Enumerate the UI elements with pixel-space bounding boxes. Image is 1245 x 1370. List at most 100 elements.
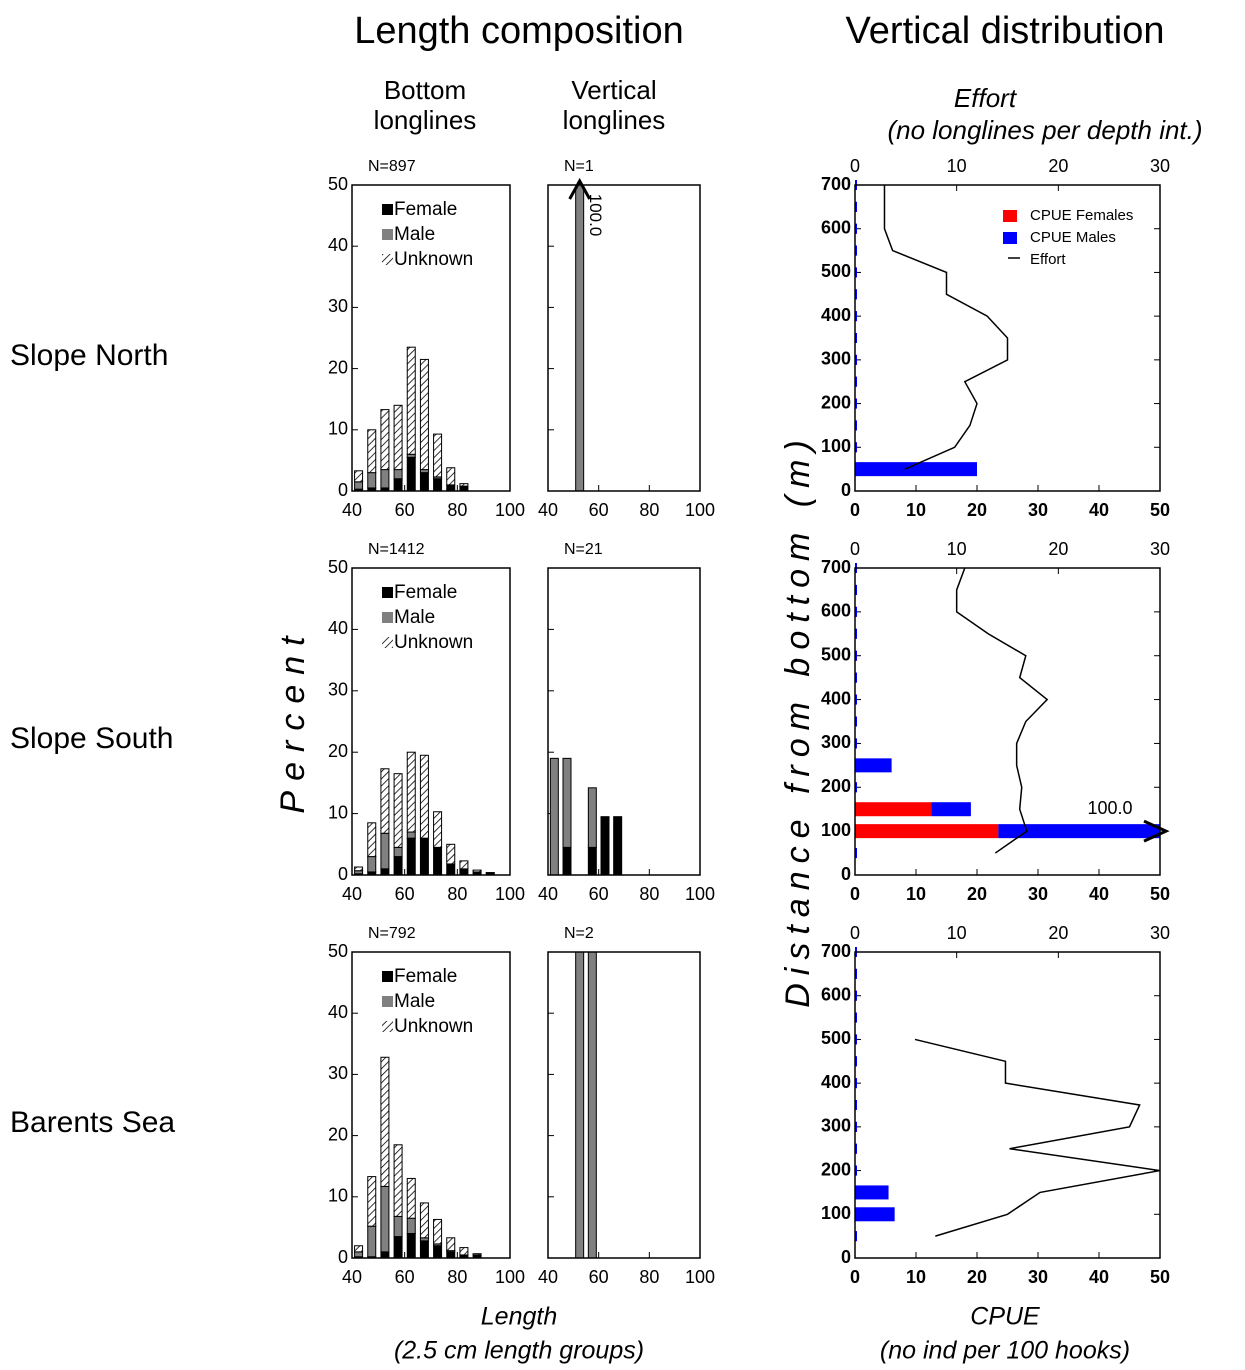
bar-segment: [433, 846, 443, 876]
annotation: 100.0: [1087, 798, 1132, 818]
legend-swatch: [382, 996, 393, 1007]
y-tick-label: 0: [841, 864, 851, 884]
y-tick-label: 400: [821, 305, 851, 325]
legend-swatch: [382, 971, 393, 982]
bar-segment: [472, 1253, 482, 1256]
y-tick-label: 500: [821, 261, 851, 281]
legend-label: Unknown: [394, 632, 473, 653]
x-tick-label: 60: [395, 500, 415, 520]
legend-label: Unknown: [394, 1016, 473, 1037]
bar-segment: [380, 469, 390, 489]
x2-tick-label: 20: [1048, 539, 1068, 559]
x2-tick-label: 30: [1150, 539, 1170, 559]
y-tick-label: 10: [328, 1186, 348, 1206]
axis-title: (2.5 cm length groups): [394, 1337, 644, 1365]
row-label: Barents Sea: [10, 1106, 175, 1139]
x2-tick-label: 20: [1048, 923, 1068, 943]
bar-segment: [459, 483, 469, 487]
bar-segment: [406, 751, 416, 833]
bar-segment: [393, 846, 403, 858]
legend-label: Male: [394, 991, 435, 1012]
x-tick-label: 10: [906, 884, 926, 904]
legend-label: Unknown: [394, 249, 473, 270]
plot-frame: [351, 567, 511, 876]
x2-tick-label: 30: [1150, 156, 1170, 176]
value-label: 100.0: [586, 194, 605, 237]
x-tick-label: 0: [850, 884, 860, 904]
legend-swatch: [1003, 232, 1017, 244]
legend-label: Female: [394, 966, 457, 987]
x-tick-label: 100: [495, 500, 525, 520]
effort-line: [914, 1038, 1161, 1237]
bar-segment: [380, 1185, 390, 1253]
axis-title: (no longlines per depth int.): [887, 115, 1202, 145]
section-title: Length composition: [354, 10, 684, 52]
x-tick-label: 80: [639, 884, 659, 904]
bar-segment: [459, 1247, 469, 1256]
column-title: longlines: [563, 105, 666, 135]
cpue-bar: [855, 758, 892, 773]
plot-frame: [351, 951, 511, 1259]
bar-segment: [600, 816, 610, 876]
bar-segment: [367, 429, 377, 474]
bar-segment: [380, 768, 390, 834]
bar-segment: [380, 409, 390, 471]
bar-segment: [406, 456, 416, 492]
bar-segment: [433, 433, 443, 478]
legend-swatch: [382, 254, 393, 265]
y-tick-label: 400: [821, 1072, 851, 1092]
x-tick-label: 30: [1028, 884, 1048, 904]
y-tick-label: 0: [338, 864, 348, 884]
axis-title: (no ind per 100 hooks): [880, 1337, 1130, 1365]
row-label: Slope North: [10, 339, 168, 372]
y-tick-label: 30: [328, 296, 348, 316]
bar-segment: [393, 773, 403, 848]
legend-label: Male: [394, 607, 435, 628]
x2-tick-label: 20: [1048, 156, 1068, 176]
legend-label: Female: [394, 199, 457, 220]
row-label: Slope South: [10, 722, 173, 755]
y-tick-label: 10: [328, 419, 348, 439]
bar-segment: [380, 832, 390, 870]
cpue-bar: [855, 824, 999, 839]
bar-segment: [406, 837, 416, 876]
x-tick-label: 0: [850, 500, 860, 520]
x-tick-label: 80: [639, 500, 659, 520]
section-title: Vertical distribution: [846, 10, 1165, 52]
y-tick-label: 40: [328, 618, 348, 638]
plot-frame: [854, 567, 1161, 876]
bar-segment: [419, 1202, 429, 1239]
bar-segment: [562, 757, 572, 848]
axis-title: Effort: [954, 83, 1018, 113]
y-tick-label: 300: [821, 732, 851, 752]
bar-segment: [393, 469, 403, 480]
y-tick-label: 50: [328, 174, 348, 194]
bar-segment: [419, 358, 429, 471]
bar-segment: [446, 1237, 456, 1252]
column-title: Bottom: [384, 75, 466, 105]
sample-size: N=2: [564, 925, 594, 942]
bar-segment: [549, 757, 559, 876]
x-tick-label: 100: [685, 884, 715, 904]
y-tick-label: 100: [821, 1203, 851, 1223]
y-tick-label: 200: [821, 1159, 851, 1179]
bar-segment: [459, 860, 469, 870]
x-tick-label: 80: [639, 1267, 659, 1287]
legend-swatch: [382, 637, 393, 648]
sample-size: N=792: [368, 925, 416, 942]
x-tick-label: 20: [967, 1267, 987, 1287]
bar-segment: [393, 404, 403, 471]
y-tick-label: 700: [821, 557, 851, 577]
legend-label: Male: [394, 224, 435, 245]
x-tick-label: 20: [967, 500, 987, 520]
bar-segment: [446, 484, 456, 492]
bar-segment: [446, 843, 456, 865]
x2-tick-label: 10: [947, 539, 967, 559]
cpue-bar: [931, 802, 971, 817]
x-tick-label: 80: [447, 500, 467, 520]
bar-segment: [354, 1245, 364, 1253]
bar-segment: [485, 872, 495, 874]
sample-size: N=897: [368, 158, 416, 175]
cpue-bar: [855, 1207, 895, 1222]
y-tick-label: 40: [328, 235, 348, 255]
